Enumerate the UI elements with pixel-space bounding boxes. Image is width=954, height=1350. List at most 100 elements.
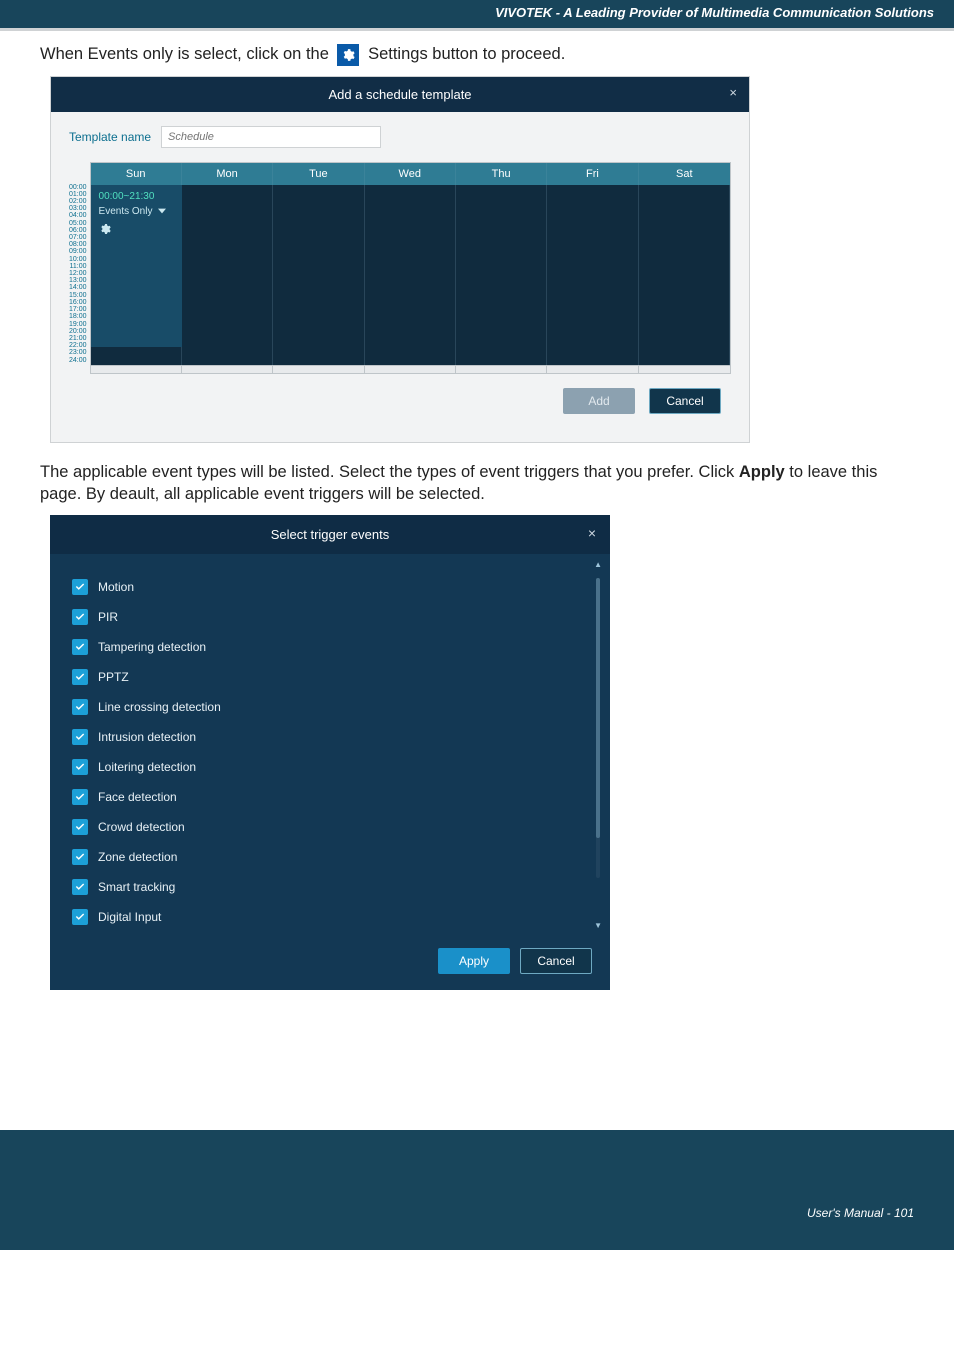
event-range: 00:00~21:30 bbox=[99, 191, 174, 202]
checkbox-checked-icon[interactable] bbox=[72, 789, 88, 805]
hour-label: 12:00 bbox=[69, 270, 87, 277]
events-only-dropdown[interactable]: Events Only bbox=[99, 206, 174, 217]
hour-label: 09:00 bbox=[69, 248, 87, 255]
trigger-item[interactable]: Smart tracking bbox=[72, 872, 588, 902]
cancel-button[interactable]: Cancel bbox=[520, 948, 592, 974]
events-only-label: Events Only bbox=[99, 206, 153, 217]
add-button[interactable]: Add bbox=[563, 388, 635, 414]
close-icon[interactable]: × bbox=[729, 85, 737, 100]
hour-label: 17:00 bbox=[69, 306, 87, 313]
day-header: Thu bbox=[456, 163, 547, 185]
hour-label: 23:00 bbox=[69, 349, 87, 356]
trigger-item-label: Digital Input bbox=[98, 910, 161, 924]
hour-label: 07:00 bbox=[69, 234, 87, 241]
brand-underline bbox=[0, 28, 954, 31]
hour-label: 13:00 bbox=[69, 277, 87, 284]
scroll-up-icon[interactable]: ▲ bbox=[594, 560, 602, 569]
intro-2-apply: Apply bbox=[739, 463, 785, 481]
apply-button[interactable]: Apply bbox=[438, 948, 510, 974]
day-header: Tue bbox=[273, 163, 364, 185]
checkbox-checked-icon[interactable] bbox=[72, 609, 88, 625]
hour-label: 20:00 bbox=[69, 328, 87, 335]
trigger-item-label: Crowd detection bbox=[98, 820, 185, 834]
trigger-item[interactable]: PIR bbox=[72, 602, 588, 632]
scroll-down-icon[interactable]: ▼ bbox=[594, 921, 602, 930]
hours-axis: 00:0001:0002:0003:0004:0005:0006:0007:00… bbox=[69, 162, 90, 374]
hour-label: 21:00 bbox=[69, 335, 87, 342]
trigger-item[interactable]: Loitering detection bbox=[72, 752, 588, 782]
hour-label: 08:00 bbox=[69, 241, 87, 248]
trigger-item[interactable]: Digital Input bbox=[72, 902, 588, 932]
page-number: User's Manual - 101 bbox=[807, 1206, 914, 1220]
day-header: Sat bbox=[639, 163, 730, 185]
hour-label: 03:00 bbox=[69, 205, 87, 212]
checkbox-checked-icon[interactable] bbox=[72, 729, 88, 745]
checkbox-checked-icon[interactable] bbox=[72, 849, 88, 865]
checkbox-checked-icon[interactable] bbox=[72, 579, 88, 595]
trigger-item-label: Loitering detection bbox=[98, 760, 196, 774]
hour-label: 14:00 bbox=[69, 284, 87, 291]
chevron-down-icon bbox=[158, 207, 166, 215]
trigger-modal: Select trigger events × ▲ Motion PIR Tam… bbox=[50, 515, 610, 990]
gear-icon[interactable] bbox=[99, 223, 112, 236]
trigger-item-label: Zone detection bbox=[98, 850, 177, 864]
scrollbar[interactable] bbox=[596, 578, 600, 878]
trigger-item[interactable]: Intrusion detection bbox=[72, 722, 588, 752]
trigger-item-label: Tampering detection bbox=[98, 640, 206, 654]
hour-label: 15:00 bbox=[69, 292, 87, 299]
schedule-grid-body[interactable]: 00:00~21:30 Events Only bbox=[91, 185, 730, 365]
day-header: Sun bbox=[91, 163, 182, 185]
trigger-item-label: Line crossing detection bbox=[98, 700, 221, 714]
trigger-modal-footer: Apply Cancel bbox=[50, 936, 610, 990]
hour-label: 02:00 bbox=[69, 198, 87, 205]
checkbox-checked-icon[interactable] bbox=[72, 639, 88, 655]
checkbox-checked-icon[interactable] bbox=[72, 909, 88, 925]
schedule-modal: Add a schedule template × Template name … bbox=[50, 76, 750, 443]
hour-label: 16:00 bbox=[69, 299, 87, 306]
brand-bar: VIVOTEK - A Leading Provider of Multimed… bbox=[0, 0, 954, 28]
schedule-day-header: SunMonTueWedThuFriSat bbox=[91, 163, 730, 185]
hour-label: 19:00 bbox=[69, 321, 87, 328]
checkbox-checked-icon[interactable] bbox=[72, 759, 88, 775]
checkbox-checked-icon[interactable] bbox=[72, 879, 88, 895]
trigger-item[interactable]: PPTZ bbox=[72, 662, 588, 692]
hour-label: 06:00 bbox=[69, 227, 87, 234]
trigger-item-label: Intrusion detection bbox=[98, 730, 196, 744]
schedule-grid-wrap: 00:0001:0002:0003:0004:0005:0006:0007:00… bbox=[69, 162, 731, 374]
hour-label: 10:00 bbox=[69, 256, 87, 263]
events-only-block[interactable]: 00:00~21:30 Events Only bbox=[91, 185, 182, 347]
trigger-item[interactable]: Crowd detection bbox=[72, 812, 588, 842]
hour-label: 00:00 bbox=[69, 184, 87, 191]
trigger-item-label: Smart tracking bbox=[98, 880, 175, 894]
intro-1-post: Settings button to proceed. bbox=[368, 45, 565, 63]
page-content: When Events only is select, click on the… bbox=[0, 43, 954, 990]
template-name-input[interactable] bbox=[161, 126, 381, 148]
trigger-item[interactable]: Zone detection bbox=[72, 842, 588, 872]
checkbox-checked-icon[interactable] bbox=[72, 699, 88, 715]
close-icon[interactable]: × bbox=[588, 525, 596, 541]
template-name-row: Template name bbox=[69, 126, 731, 148]
trigger-item[interactable]: Tampering detection bbox=[72, 632, 588, 662]
checkbox-checked-icon[interactable] bbox=[72, 819, 88, 835]
checkbox-checked-icon[interactable] bbox=[72, 669, 88, 685]
schedule-modal-footer: Add Cancel bbox=[69, 374, 731, 424]
trigger-item[interactable]: Motion bbox=[72, 572, 588, 602]
trigger-item-label: PPTZ bbox=[98, 670, 129, 684]
hour-label: 24:00 bbox=[69, 357, 87, 364]
trigger-item[interactable]: Face detection bbox=[72, 782, 588, 812]
intro-2-a: The applicable event types will be liste… bbox=[40, 463, 739, 481]
hour-label: 04:00 bbox=[69, 212, 87, 219]
intro-para-1: When Events only is select, click on the… bbox=[40, 43, 914, 66]
page-footer: User's Manual - 101 bbox=[0, 1130, 954, 1250]
schedule-grid[interactable]: SunMonTueWedThuFriSat 00:00~21:30 Events… bbox=[90, 162, 731, 374]
cancel-button[interactable]: Cancel bbox=[649, 388, 721, 414]
day-header: Wed bbox=[365, 163, 456, 185]
intro-para-2: The applicable event types will be liste… bbox=[40, 461, 914, 506]
brand-text: VIVOTEK - A Leading Provider of Multimed… bbox=[495, 5, 934, 20]
schedule-bottom-strip bbox=[91, 365, 730, 373]
schedule-modal-title: Add a schedule template bbox=[328, 87, 471, 102]
hour-label: 22:00 bbox=[69, 342, 87, 349]
trigger-item[interactable]: Line crossing detection bbox=[72, 692, 588, 722]
schedule-modal-body: Template name 00:0001:0002:0003:0004:000… bbox=[51, 112, 749, 442]
trigger-item-label: Motion bbox=[98, 580, 134, 594]
